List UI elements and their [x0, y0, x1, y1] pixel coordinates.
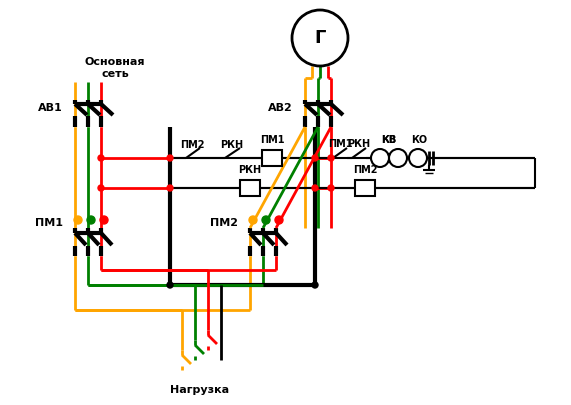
Text: Основная
сеть: Основная сеть — [85, 57, 145, 79]
Text: ПМ2: ПМ2 — [180, 140, 204, 150]
Circle shape — [292, 10, 348, 66]
Circle shape — [249, 216, 257, 224]
Circle shape — [100, 216, 108, 224]
Text: Г: Г — [314, 29, 325, 47]
Circle shape — [312, 155, 318, 161]
Circle shape — [389, 149, 407, 167]
Bar — [240, 180, 260, 196]
Bar — [262, 150, 282, 166]
Circle shape — [98, 155, 104, 161]
Circle shape — [74, 216, 82, 224]
Circle shape — [328, 185, 334, 191]
Text: КВ: КВ — [381, 135, 397, 145]
Text: КВ: КВ — [381, 135, 397, 145]
Circle shape — [167, 185, 173, 191]
Text: АВ1: АВ1 — [38, 103, 63, 113]
Circle shape — [409, 149, 427, 167]
Circle shape — [312, 282, 318, 288]
Text: ПМ1: ПМ1 — [260, 135, 284, 145]
Text: РКН: РКН — [220, 140, 244, 150]
Circle shape — [167, 155, 173, 161]
Text: Нагрузка: Нагрузка — [170, 385, 230, 395]
Text: РКН: РКН — [347, 139, 371, 149]
Text: ПМ1: ПМ1 — [35, 218, 63, 228]
Text: АВ2: АВ2 — [268, 103, 293, 113]
Circle shape — [98, 185, 104, 191]
Circle shape — [275, 216, 283, 224]
Text: ПМ2: ПМ2 — [210, 218, 238, 228]
Circle shape — [328, 155, 334, 161]
Circle shape — [262, 216, 270, 224]
Text: РКН: РКН — [239, 165, 262, 175]
Text: КО: КО — [411, 135, 427, 145]
Bar — [355, 180, 375, 196]
Circle shape — [312, 185, 318, 191]
Circle shape — [87, 216, 95, 224]
Circle shape — [167, 282, 173, 288]
Text: ПМ1: ПМ1 — [328, 139, 352, 149]
Text: ПМ2: ПМ2 — [353, 165, 377, 175]
Circle shape — [371, 149, 389, 167]
